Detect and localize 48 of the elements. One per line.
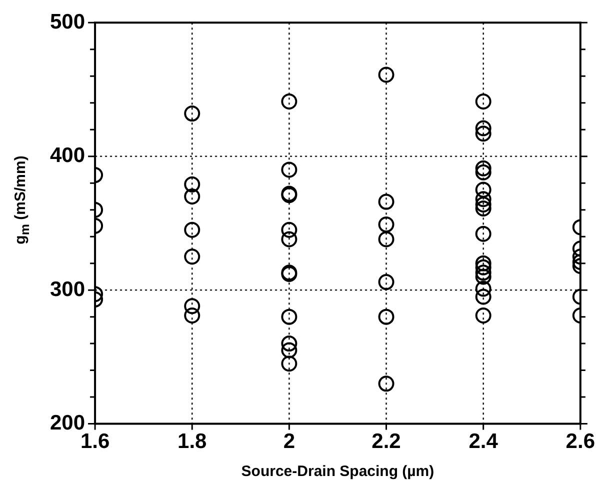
point xyxy=(475,226,492,242)
point xyxy=(184,248,200,265)
x-tick-label: 2.4 xyxy=(468,430,498,454)
point xyxy=(184,176,200,192)
point xyxy=(378,274,394,290)
x-tick-label: 2 xyxy=(283,430,296,454)
point xyxy=(475,268,492,285)
point xyxy=(475,280,492,297)
point xyxy=(281,308,298,325)
x-axis-title: Source-Drain Spacing (µm) xyxy=(241,463,434,480)
point xyxy=(475,264,492,281)
point xyxy=(475,307,492,324)
point xyxy=(184,222,200,238)
point xyxy=(184,188,200,204)
point xyxy=(378,194,394,210)
point xyxy=(281,222,298,238)
point xyxy=(475,191,492,208)
point xyxy=(475,255,492,272)
point xyxy=(475,120,492,136)
point xyxy=(281,342,298,358)
point xyxy=(475,200,492,216)
point xyxy=(281,94,298,110)
y-tick-label: 300 xyxy=(50,278,86,301)
point xyxy=(281,356,298,372)
point xyxy=(184,307,200,324)
point xyxy=(475,288,492,305)
x-tick-label: 2.2 xyxy=(372,430,401,454)
point xyxy=(475,94,492,110)
point xyxy=(475,196,492,212)
point xyxy=(184,106,200,122)
point xyxy=(475,160,492,176)
point xyxy=(378,66,394,83)
point xyxy=(281,162,298,178)
point xyxy=(378,308,394,325)
point xyxy=(378,376,394,392)
point xyxy=(281,231,298,248)
point xyxy=(281,336,298,352)
point xyxy=(475,182,492,198)
point xyxy=(475,164,492,180)
x-tick-label: 1.8 xyxy=(178,430,208,454)
point xyxy=(475,126,492,142)
point xyxy=(378,216,394,233)
x-tick-label: 2.6 xyxy=(566,430,596,454)
point xyxy=(378,231,394,248)
y-tick-label: 400 xyxy=(50,144,86,168)
point xyxy=(184,298,200,314)
point xyxy=(475,259,492,276)
y-tick-label: 500 xyxy=(50,10,86,34)
